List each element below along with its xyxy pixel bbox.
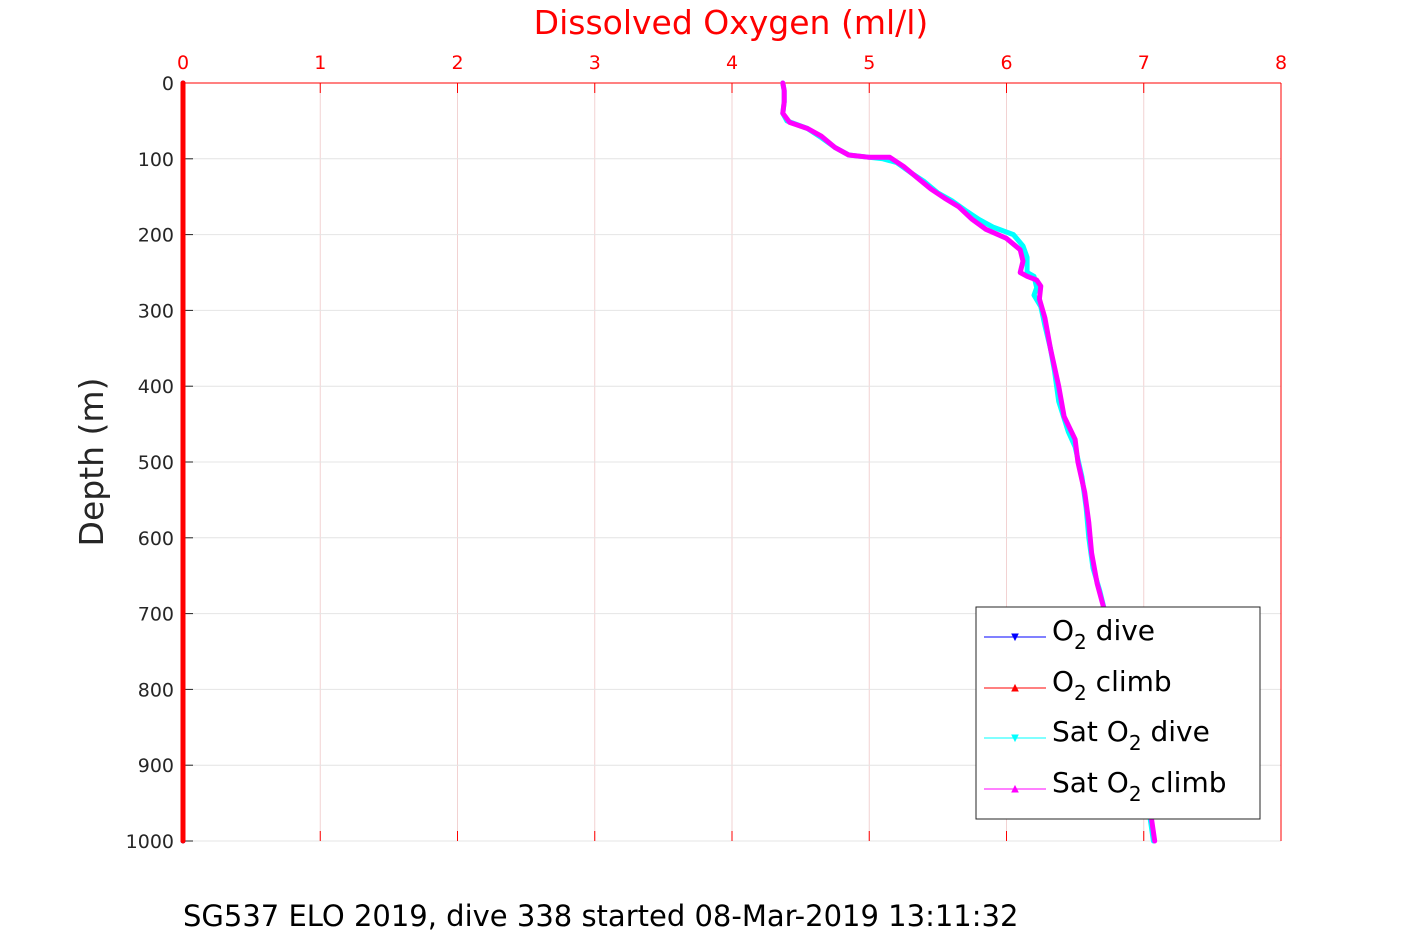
x-tick-label: 4 xyxy=(726,52,738,74)
y-axis-label: Depth (m) xyxy=(72,378,111,547)
y-tick-label: 400 xyxy=(138,376,174,398)
y-tick-label: 700 xyxy=(138,604,174,626)
y-tick-label: 100 xyxy=(138,149,174,171)
x-tick-label: 5 xyxy=(863,52,875,74)
legend-marker xyxy=(1011,734,1019,743)
legend-label: Sat O2 dive xyxy=(1052,715,1210,755)
x-tick-label: 3 xyxy=(589,52,601,74)
chart-title: Dissolved Oxygen (ml/l) xyxy=(534,3,929,42)
y-tick-label: 0 xyxy=(162,73,174,95)
y-tick-label: 800 xyxy=(138,679,174,701)
legend-label: O2 dive xyxy=(1052,614,1155,654)
y-tick-label: 500 xyxy=(138,452,174,474)
x-tick-labels: 0 1 2 3 4 5 6 7 8 xyxy=(177,52,1287,74)
y-tick-label: 200 xyxy=(138,225,174,247)
x-tick-label: 0 xyxy=(177,52,189,74)
series-lines xyxy=(180,80,1158,844)
y-tick-label: 900 xyxy=(138,755,174,777)
x-tick-label: 1 xyxy=(314,52,326,74)
y-tick-label: 1000 xyxy=(126,831,174,853)
legend-label: Sat O2 climb xyxy=(1052,766,1227,806)
legend-box xyxy=(975,606,1261,820)
y-tick-label: 300 xyxy=(138,300,174,322)
y-tick-label: 600 xyxy=(138,528,174,550)
legend-label: O2 climb xyxy=(1052,665,1172,705)
grid xyxy=(182,82,1282,842)
legend-marker xyxy=(1011,683,1019,692)
legend-marker xyxy=(1011,784,1019,793)
legend: O2 dive O2 climb Sat O2 dive Sat O2 climb xyxy=(975,606,1261,820)
x-tick-label: 2 xyxy=(451,52,463,74)
x-tick-label: 7 xyxy=(1138,52,1150,74)
legend-marker xyxy=(1011,633,1019,642)
x-tick-label: 8 xyxy=(1275,52,1287,74)
chart-caption: SG537 ELO 2019, dive 338 started 08-Mar-… xyxy=(183,899,1018,933)
y-tick-labels: 0 100 200 300 400 500 600 700 800 900 1000 xyxy=(126,73,174,853)
series-line-3 xyxy=(780,80,1158,844)
x-tick-label: 6 xyxy=(1000,52,1012,74)
